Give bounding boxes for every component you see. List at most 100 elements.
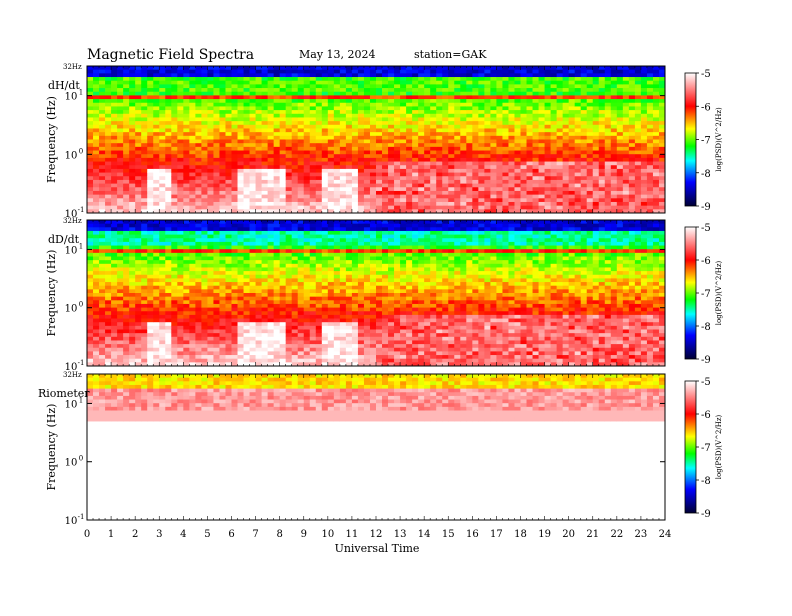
spectrogram-cell [382,136,388,140]
spectrogram-cell [454,147,460,151]
spectrogram-cell [478,73,484,77]
spectrogram-cell [466,147,472,151]
spectrogram-cell [460,202,466,206]
spectrogram-cell [207,249,213,253]
spectrogram-cell [129,308,135,312]
spectrogram-cell [304,88,310,92]
spectrogram-cell [412,195,418,199]
spectrogram-cell [159,242,165,246]
spectrogram-cell [460,198,466,202]
spectrogram-cell [201,337,207,341]
spectrogram-cell [268,73,274,77]
spectrogram-cell [466,95,472,99]
spectrogram-cell [280,110,286,114]
spectrogram-cell [430,143,436,147]
spectrogram-cell [376,143,382,147]
spectrogram-cell [171,99,177,103]
spectrogram-cell [183,176,189,180]
spectrogram-cell [183,202,189,206]
spectrogram-cell [256,66,262,70]
spectrogram-cell [105,235,111,239]
spectrogram-cell [641,191,647,195]
spectrogram-cell [207,286,213,290]
spectrogram-cell [551,143,557,147]
spectrogram-cell [159,73,165,77]
spectrogram-cell [219,136,225,140]
spectrogram-cell [310,117,316,121]
spectrogram-cell [213,187,219,191]
spectrogram-cell [521,191,527,195]
spectrogram-cell [527,136,533,140]
spectrogram-cell [527,66,533,70]
spectrogram-cell [364,88,370,92]
spectrogram-cell [629,173,635,177]
spectrogram-cell [238,151,244,155]
spectrogram-cell [605,162,611,166]
spectrogram-cell [153,191,159,195]
spectrogram-cell [171,84,177,88]
spectrogram-cell [105,260,111,264]
spectrogram-cell [382,184,388,188]
spectrogram-cell [153,77,159,81]
spectrogram-cell [508,143,514,147]
spectrogram-cell [623,169,629,173]
spectrogram-cell [111,220,117,224]
spectrogram-cell [213,103,219,107]
spectrogram-cell [225,158,231,162]
spectrogram-cell [177,242,183,246]
spectrogram-cell [123,351,129,355]
spectrogram-cell [527,173,533,177]
spectrogram-cell [394,195,400,199]
spectrogram-cell [641,176,647,180]
spectrogram-cell [623,77,629,81]
spectrogram-cell [189,319,195,323]
spectrogram-cell [527,154,533,158]
spectrogram-cell [117,267,123,271]
spectrogram-cell [219,359,225,363]
spectrogram-cell [99,311,105,315]
spectrogram-cell [370,140,376,144]
spectrogram-cell [195,154,201,158]
spectrogram-cell [521,110,527,114]
spectrogram-cell [328,195,334,199]
spectrogram-cell [629,206,635,210]
spectrogram-cell [171,114,177,118]
spectrogram-cell [93,191,99,195]
spectrogram-cell [207,132,213,136]
spectrogram-cell [659,176,665,180]
spectrogram-cell [123,319,129,323]
spectrogram-cell [340,88,346,92]
spectrogram-cell [370,195,376,199]
spectrogram-cell [183,264,189,268]
spectrogram-cell [165,77,171,81]
spectrogram-cell [406,84,412,88]
spectrogram-cell [93,231,99,235]
spectrogram-cell [129,147,135,151]
spectrogram-cell [183,257,189,261]
spectrogram-cell [623,206,629,210]
spectrogram-cell [87,187,93,191]
spectrogram-cell [352,66,358,70]
spectrogram-cell [466,106,472,110]
spectrogram-cell [322,106,328,110]
spectrogram-cell [165,337,171,341]
spectrogram-cell [454,151,460,155]
spectrogram-cell [304,121,310,125]
spectrogram-cell [219,315,225,319]
spectrogram-cell [123,99,129,103]
spectrogram-cell [93,278,99,282]
spectrogram-cell [484,73,490,77]
spectrogram-cell [195,206,201,210]
spectrogram-cell [334,202,340,206]
spectrogram-cell [587,173,593,177]
spectrogram-cell [569,81,575,85]
spectrogram-cell [135,242,141,246]
spectrogram-cell [539,73,545,77]
spectrogram-cell [442,173,448,177]
spectrogram-cell [442,154,448,158]
spectrogram-cell [201,191,207,195]
spectrogram-cell [189,289,195,293]
spectrogram-cell [213,227,219,231]
spectrogram-cell [117,344,123,348]
spectrogram-cell [135,180,141,184]
